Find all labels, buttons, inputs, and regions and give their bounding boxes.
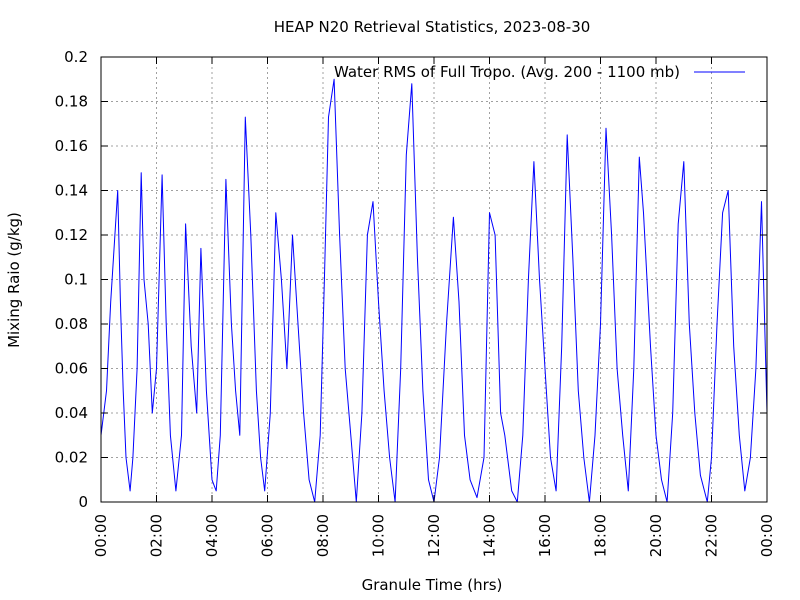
chart-title: HEAP N20 Retrieval Statistics, 2023-08-3… xyxy=(274,18,591,36)
series-group xyxy=(100,78,768,503)
x-tick-label: 12:00 xyxy=(425,514,443,557)
y-tick-label: 0.1 xyxy=(64,271,88,289)
x-tick-label: 02:00 xyxy=(148,514,166,557)
y-tick-label: 0.14 xyxy=(55,182,88,200)
x-tick-label: 00:00 xyxy=(92,514,110,557)
x-tick-label: 20:00 xyxy=(647,514,665,557)
y-tick-label: 0.18 xyxy=(55,93,88,111)
y-tick-labels: 0 0.02 0.04 0.06 0.08 0.1 0.12 0.14 0.16 0.18 0.2 xyxy=(55,48,88,511)
ticks xyxy=(100,56,768,503)
x-tick-label: 00:00 xyxy=(758,514,776,557)
y-tick-label: 0.02 xyxy=(55,449,88,467)
x-axis-label: Granule Time (hrs) xyxy=(362,576,503,594)
y-tick-label: 0.04 xyxy=(55,404,88,422)
series-line-0 xyxy=(100,78,768,503)
y-tick-label: 0 xyxy=(78,493,88,511)
x-tick-label: 08:00 xyxy=(314,514,332,557)
x-tick-label: 04:00 xyxy=(203,514,221,557)
x-tick-label: 18:00 xyxy=(592,514,610,557)
x-tick-label: 14:00 xyxy=(481,514,499,557)
x-tick-labels: 00:00 02:00 04:00 06:00 08:00 10:00 12:00 14:00… xyxy=(92,514,776,557)
x-tick-label: 10:00 xyxy=(370,514,388,557)
x-tick-label: 16:00 xyxy=(536,514,554,557)
legend: Water RMS of Full Tropo. (Avg. 200 - 110… xyxy=(334,63,745,81)
y-axis-label: Mixing Raio (g/kg) xyxy=(5,212,23,348)
y-tick-label: 0.08 xyxy=(55,315,88,333)
grid xyxy=(101,57,767,502)
y-tick-label: 0.2 xyxy=(64,48,88,66)
y-tick-label: 0.06 xyxy=(55,360,88,378)
y-tick-label: 0.16 xyxy=(55,137,88,155)
x-tick-label: 06:00 xyxy=(259,514,277,557)
legend-label: Water RMS of Full Tropo. (Avg. 200 - 110… xyxy=(334,63,680,81)
y-tick-label: 0.12 xyxy=(55,226,88,244)
x-tick-label: 22:00 xyxy=(703,514,721,557)
